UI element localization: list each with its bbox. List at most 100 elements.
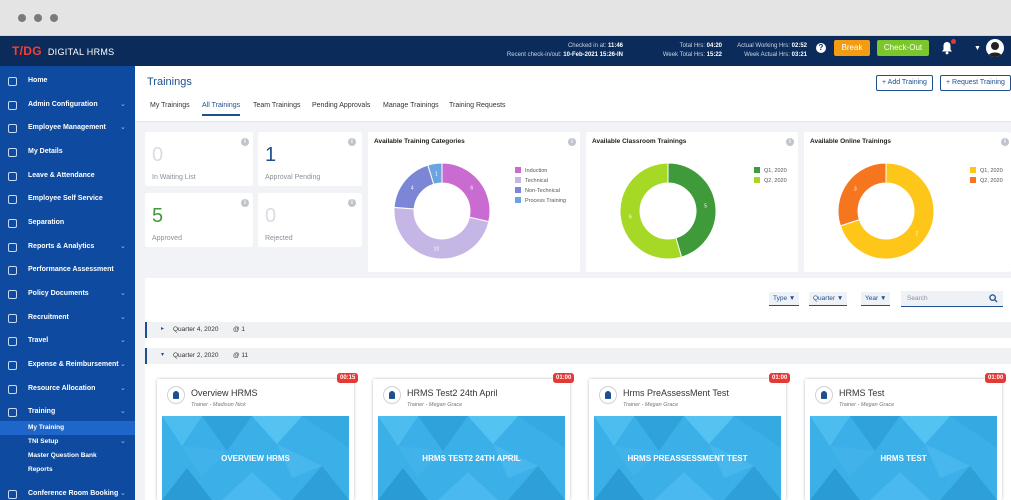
info-icon[interactable]: i <box>241 138 249 146</box>
sidebar-item-policy-documents[interactable]: Policy Documents ⌄ <box>0 284 135 306</box>
legend-swatch <box>515 187 521 193</box>
info-icon[interactable]: i <box>348 199 356 207</box>
sidebar-item-home[interactable]: Home <box>0 71 135 93</box>
legend-item[interactable]: Technical <box>515 177 566 187</box>
donut-segment-q1-2020[interactable] <box>667 162 717 258</box>
sidebar-item-travel[interactable]: Travel ⌄ <box>0 331 135 353</box>
training-banner[interactable]: HRMS TEST2 24TH APRIL <box>378 416 565 500</box>
sidebar-subitem-master-question-bank[interactable]: Master Question Bank <box>0 449 135 463</box>
legend-item[interactable]: Process Training <box>515 197 566 207</box>
donut-segment-technical[interactable] <box>393 206 490 260</box>
window-close-dot[interactable] <box>18 14 26 22</box>
request-training-button[interactable]: + Request Training <box>940 75 1011 91</box>
training-banner[interactable]: HRMS PREASSESSMENT TEST <box>594 416 781 500</box>
chevron-down-icon[interactable]: ⌄ <box>120 337 126 345</box>
sidebar-item-my-details[interactable]: My Details <box>0 142 135 164</box>
chevron-down-icon[interactable]: ⌄ <box>120 361 126 368</box>
year-filter-button[interactable]: Year ▼ <box>861 292 891 306</box>
sidebar-item-conference-room-booking[interactable]: Conference Room Booking ⌄ <box>0 484 135 500</box>
info-icon[interactable]: i <box>241 199 249 207</box>
tab-team-trainings[interactable]: Team Trainings <box>253 102 301 109</box>
chevron-down-icon[interactable]: ⌄ <box>120 313 126 321</box>
training-name[interactable]: Hrms PreAssessMent Test <box>623 388 729 398</box>
donut-data-label: 7 <box>915 231 918 237</box>
checkout-button[interactable]: Check-Out <box>877 40 929 56</box>
user-menu-caret-icon[interactable]: ▼ <box>974 45 981 52</box>
group-row-quarter-2-2020[interactable]: ▾ Quarter 2, 2020 @ 11 <box>145 348 1011 364</box>
info-icon[interactable]: i <box>568 138 576 146</box>
donut-segment-induction[interactable] <box>441 162 491 223</box>
legend-item[interactable]: Induction <box>515 167 566 177</box>
training-card[interactable]: HRMS Test Trainer - Megan Grace 01:00 HRMS … <box>805 373 1007 500</box>
chevron-down-icon[interactable]: ⌄ <box>120 124 126 132</box>
training-name[interactable]: HRMS Test <box>839 388 885 398</box>
legend-item[interactable]: Q2, 2020 <box>970 177 1003 187</box>
sidebar-item-performance-assessment[interactable]: Performance Assessment <box>0 260 135 282</box>
donut-segment-q2-2020[interactable] <box>837 162 887 227</box>
window-minimize-dot[interactable] <box>34 14 42 22</box>
chevron-down-icon[interactable]: ⌄ <box>120 490 126 497</box>
search-input[interactable]: Search <box>901 291 1003 307</box>
type-filter-button[interactable]: Type ▼ <box>769 292 800 306</box>
donut-segment-q1-2020[interactable] <box>839 162 935 260</box>
sidebar-item-admin-configuration[interactable]: Admin Configuration ⌄ <box>0 95 135 117</box>
search-icon[interactable] <box>989 294 998 303</box>
tab-manage-trainings[interactable]: Manage Trainings <box>383 102 439 109</box>
sidebar-item-leave-attendance[interactable]: Leave & Attendance <box>0 166 135 188</box>
sidebar-item-reports-analytics[interactable]: Reports & Analytics ⌄ <box>0 237 135 259</box>
sidebar-item-employee-management[interactable]: Employee Management ⌄ <box>0 118 135 140</box>
legend-item[interactable]: Non-Technical <box>515 187 566 197</box>
expand-caret-icon[interactable]: ▸ <box>161 326 165 332</box>
donut-segment-process-training[interactable] <box>427 162 443 185</box>
week-actual-label: Week Actual Hrs: <box>744 52 790 58</box>
chevron-down-icon[interactable]: ⌄ <box>120 384 126 392</box>
help-icon[interactable]: ? <box>816 43 826 53</box>
tab-my-trainings[interactable]: My Trainings <box>150 102 190 109</box>
bell-icon[interactable] <box>941 41 953 55</box>
training-banner[interactable]: HRMS TEST <box>810 416 997 500</box>
info-icon[interactable]: i <box>348 138 356 146</box>
chevron-down-icon[interactable]: ⌄ <box>120 290 126 297</box>
donut-segment-q2-2020[interactable] <box>619 162 683 260</box>
break-button[interactable]: Break <box>834 40 870 56</box>
legend-item[interactable]: Q1, 2020 <box>754 167 787 177</box>
app-logo[interactable]: T/DG DIGITAL HRMS <box>12 44 114 58</box>
training-name[interactable]: HRMS Test2 24th April <box>407 388 498 398</box>
online-legend: Q1, 2020 Q2, 2020 <box>970 167 1003 187</box>
collapse-caret-icon[interactable]: ▾ <box>161 352 165 358</box>
legend-item[interactable]: Q1, 2020 <box>970 167 1003 177</box>
training-name[interactable]: Overview HRMS <box>191 388 258 398</box>
sidebar-subitem-tni-setup[interactable]: TNI Setup ⌄ <box>0 435 135 449</box>
tab-all-trainings[interactable]: All Trainings <box>202 102 241 116</box>
info-icon[interactable]: i <box>1001 138 1009 146</box>
tab-training-requests[interactable]: Training Requests <box>449 102 506 109</box>
chevron-down-icon[interactable]: ⌄ <box>120 100 126 108</box>
donut-segment-non-technical[interactable] <box>393 164 435 210</box>
group-row-quarter-4-2020[interactable]: ▸ Quarter 4, 2020 @ 1 <box>145 322 1011 338</box>
trainer-avatar-icon <box>815 386 833 404</box>
add-training-button[interactable]: + Add Training <box>876 75 933 91</box>
quarter-filter-button[interactable]: Quarter ▼ <box>809 292 848 306</box>
chevron-down-icon[interactable]: ⌄ <box>120 438 126 445</box>
training-card[interactable]: HRMS Test2 24th April Trainer - Megan Gra… <box>373 373 575 500</box>
info-icon[interactable]: i <box>786 138 794 146</box>
chevron-down-icon[interactable]: ⌄ <box>120 242 126 250</box>
tab-pending-approvals[interactable]: Pending Approvals <box>312 102 371 109</box>
sidebar-item-expense-reimbursement[interactable]: Expense & Reimbursement ⌄ <box>0 355 135 377</box>
legend-item[interactable]: Q2, 2020 <box>754 177 787 187</box>
sidebar-subitem-my-training[interactable]: My Training <box>0 421 135 435</box>
sidebar-item-training[interactable]: Training ⌄ <box>0 402 135 424</box>
window-maximize-dot[interactable] <box>50 14 58 22</box>
sidebar-item-resource-allocation[interactable]: Resource Allocation ⌄ <box>0 379 135 401</box>
avatar[interactable] <box>986 39 1004 57</box>
stat-label: Approved <box>152 235 182 242</box>
home-icon <box>8 77 17 86</box>
sidebar-item-employee-self-service[interactable]: Employee Self Service <box>0 189 135 211</box>
training-banner[interactable]: OVERVIEW HRMS <box>162 416 349 500</box>
training-card[interactable]: Hrms PreAssessMent Test Trainer - Megan G… <box>589 373 791 500</box>
sidebar-item-recruitment[interactable]: Recruitment ⌄ <box>0 308 135 330</box>
training-card[interactable]: Overview HRMS Trainer - Madison Nick 00:15… <box>157 373 359 500</box>
sidebar-item-separation[interactable]: Separation <box>0 213 135 235</box>
chevron-down-icon[interactable]: ⌄ <box>120 408 126 416</box>
sidebar-subitem-reports[interactable]: Reports <box>0 463 135 477</box>
